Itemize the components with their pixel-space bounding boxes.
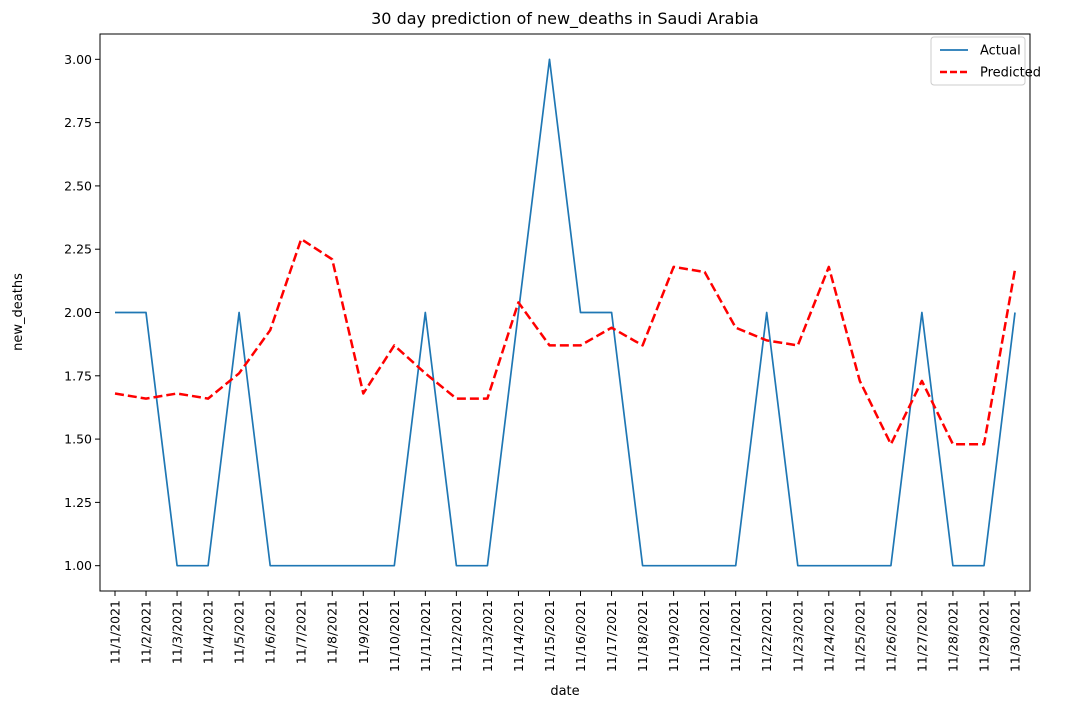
x-tick-label: 11/26/2021 (883, 600, 898, 672)
x-tick-label: 11/18/2021 (635, 600, 650, 672)
legend: Actual Predicted (930, 36, 1041, 86)
y-tick-label: 1.25 (64, 495, 92, 510)
series-layer (114, 58, 1017, 567)
x-axis-label: date (550, 684, 579, 699)
x-tick-label: 11/12/2021 (449, 600, 464, 672)
y-tick-label: 1.75 (64, 368, 92, 383)
x-tick-label: 11/5/2021 (232, 600, 247, 664)
legend-label-actual: Actual (980, 44, 1021, 59)
series-line-predicted (114, 237, 1017, 446)
y-tick-label: 2.75 (64, 115, 92, 130)
x-tick-label: 11/13/2021 (480, 600, 495, 672)
x-tick-label: 11/25/2021 (852, 600, 867, 672)
series-line-actual (115, 58, 1016, 567)
y-tick-label: 2.50 (64, 178, 92, 193)
x-tick-label: 11/29/2021 (976, 600, 991, 672)
x-tick-label: 11/4/2021 (201, 600, 216, 664)
x-tick-label: 11/9/2021 (356, 600, 371, 664)
x-axis: 11/1/2021 11/2/2021 11/3/2021 11/4/2021 11/5… (108, 591, 1023, 672)
x-tick-label: 11/19/2021 (666, 600, 681, 672)
x-tick-label: 11/28/2021 (945, 600, 960, 672)
y-tick-label: 1.00 (64, 558, 92, 573)
x-tick-label: 11/23/2021 (790, 600, 805, 672)
x-tick-label: 11/21/2021 (728, 600, 743, 672)
x-tick-label: 11/6/2021 (263, 600, 278, 664)
x-tick-label: 11/11/2021 (418, 600, 433, 672)
x-tick-label: 11/10/2021 (387, 600, 402, 672)
x-tick-label: 11/15/2021 (542, 600, 557, 672)
x-tick-label: 11/17/2021 (604, 600, 619, 672)
y-tick-label: 2.25 (64, 242, 92, 257)
x-tick-label: 11/1/2021 (108, 600, 123, 664)
y-tick-label: 3.00 (64, 52, 92, 67)
chart-title: 30 day prediction of new_deaths in Saudi… (371, 9, 759, 29)
y-tick-label: 1.50 (64, 432, 92, 447)
x-tick-label: 11/22/2021 (759, 600, 774, 672)
x-tick-label: 11/30/2021 (1008, 600, 1023, 672)
x-tick-label: 11/2/2021 (139, 600, 154, 664)
y-tick-label: 2.00 (64, 305, 92, 320)
x-tick-label: 11/7/2021 (294, 600, 309, 664)
x-tick-label: 11/14/2021 (511, 600, 526, 672)
x-tick-label: 11/20/2021 (697, 600, 712, 672)
legend-label-predicted: Predicted (980, 66, 1041, 81)
y-axis-label: new_deaths (11, 273, 26, 351)
x-tick-label: 11/27/2021 (914, 600, 929, 672)
x-tick-label: 11/8/2021 (325, 600, 340, 664)
x-tick-label: 11/24/2021 (821, 600, 836, 672)
x-tick-label: 11/16/2021 (573, 600, 588, 672)
x-tick-label: 11/3/2021 (170, 600, 185, 664)
y-axis: 1.00 1.25 1.50 1.75 2.00 2.25 2.50 2.75 3.00 (64, 52, 100, 573)
